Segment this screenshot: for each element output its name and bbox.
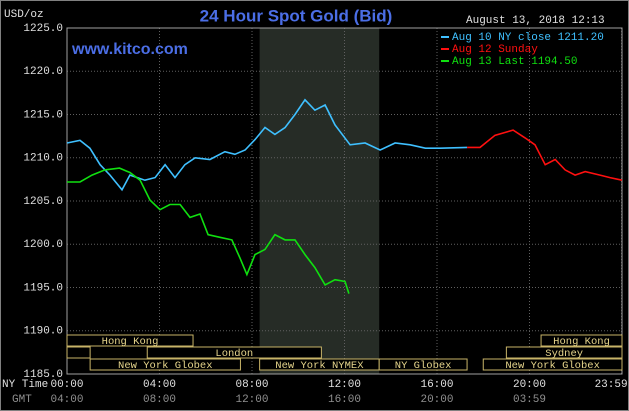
session-bar <box>146 346 322 359</box>
session-bar <box>482 358 623 371</box>
session-bar <box>66 334 194 347</box>
x-tick-label: 16:00 <box>420 379 453 391</box>
session-label: New York NYMEX <box>275 360 364 372</box>
chart-subtitle: August 13, 2018 12:13 <box>466 15 605 27</box>
session-bar <box>89 358 241 371</box>
y-axis-label: USD/oz <box>4 9 44 21</box>
x2-tick-label: 08:00 <box>143 394 176 406</box>
line <box>66 98 468 192</box>
x2-tick-label: 16:00 <box>328 394 361 406</box>
session-bar <box>378 358 468 371</box>
legend-label: Aug 12 Sunday <box>452 44 538 56</box>
x-tick-label: 12:00 <box>328 379 361 391</box>
x-tick-label: 04:00 <box>143 379 176 391</box>
x-tick-label: 08:00 <box>235 379 268 391</box>
line <box>467 129 623 181</box>
y-tick-label: 1210.0 <box>23 153 63 165</box>
x2-tick-label: 12:00 <box>235 394 268 406</box>
x2-tick-label: 20:00 <box>420 394 453 406</box>
line <box>67 167 350 294</box>
y-tick-label: 1205.0 <box>23 196 63 208</box>
session-label: Sydney <box>545 348 583 360</box>
x2-tick-label: 04:00 <box>50 394 83 406</box>
session-label: NY Globex <box>395 360 452 372</box>
session-bar <box>66 346 91 359</box>
plot-border <box>66 27 623 375</box>
legend-label: Aug 13 Last 1194.50 <box>452 56 577 68</box>
y-tick-label: 1225.0 <box>23 23 63 35</box>
session-bar <box>540 334 623 347</box>
session-label: London <box>215 348 253 360</box>
y-tick-label: 1185.0 <box>23 369 63 381</box>
y-tick-label: 1220.0 <box>23 66 63 78</box>
x-tick-label: 20:00 <box>513 379 546 391</box>
x2-tick-label: 03:59 <box>513 394 546 406</box>
x-axis-label: NY Time <box>2 379 48 391</box>
session-label: Hong Kong <box>102 336 159 348</box>
x-tick-label: 00:00 <box>50 379 83 391</box>
y-tick-label: 1195.0 <box>23 282 63 294</box>
y-tick-label: 1190.0 <box>23 326 63 338</box>
session-bar <box>505 346 623 359</box>
annotation: www.kitco.com <box>71 41 188 58</box>
y-tick-label: 1215.0 <box>23 109 63 121</box>
session-label: New York Globex <box>505 360 600 372</box>
session-label: Hong Kong <box>553 336 610 348</box>
x2-axis-label: GMT <box>12 394 32 406</box>
x-tick-label: 23:59 <box>595 379 628 391</box>
chart-title: 24 Hour Spot Gold (Bid) <box>200 6 393 25</box>
y-tick-label: 1200.0 <box>23 239 63 251</box>
session-label: New York Globex <box>118 360 213 372</box>
legend-label: Aug 10 NY close 1211.20 <box>452 32 604 44</box>
